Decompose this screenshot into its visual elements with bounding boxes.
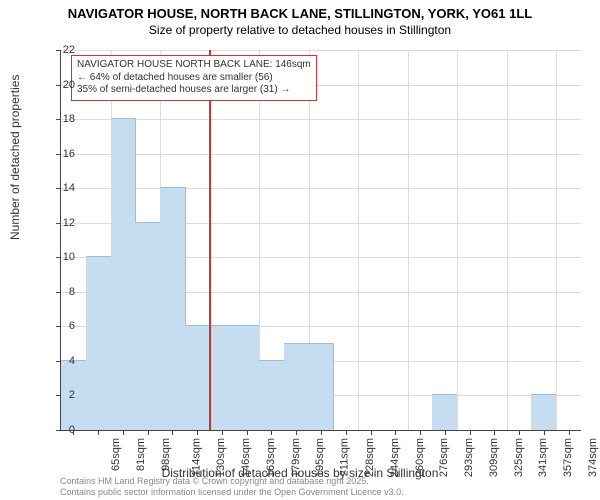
- x-tick-mark: [445, 430, 446, 435]
- x-tick-mark: [395, 430, 396, 435]
- y-tick-label: 18: [63, 113, 75, 125]
- histogram-bar: [309, 343, 335, 430]
- y-tick-label: 8: [69, 286, 75, 298]
- x-tick-mark: [544, 430, 545, 435]
- histogram-bar: [185, 325, 211, 430]
- x-tick-mark: [148, 430, 149, 435]
- y-tick-mark: [56, 326, 61, 327]
- y-tick-label: 4: [69, 355, 75, 367]
- gridline-v: [556, 50, 557, 430]
- gridline-v: [507, 50, 508, 430]
- x-tick-mark: [519, 430, 520, 435]
- histogram-bar: [259, 360, 285, 430]
- x-tick-mark: [197, 430, 198, 435]
- x-tick-mark: [569, 430, 570, 435]
- x-tick-mark: [172, 430, 173, 435]
- y-tick-mark: [56, 85, 61, 86]
- footer-line1: Contains HM Land Registry data © Crown c…: [60, 476, 404, 487]
- annotation-line: ← 64% of detached houses are smaller (56…: [77, 72, 311, 85]
- x-tick-mark: [420, 430, 421, 435]
- x-tick-mark: [371, 430, 372, 435]
- y-tick-mark: [56, 50, 61, 51]
- x-tick-mark: [247, 430, 248, 435]
- y-axis-label: Number of detached properties: [8, 75, 22, 240]
- y-tick-mark: [56, 154, 61, 155]
- histogram-bar: [531, 394, 557, 430]
- gridline-v: [408, 50, 409, 430]
- gridline-h: [61, 119, 581, 120]
- histogram-bar: [86, 256, 112, 430]
- y-tick-label: 0: [69, 424, 75, 436]
- histogram-bar: [111, 118, 137, 430]
- x-tick-mark: [123, 430, 124, 435]
- y-tick-label: 16: [63, 148, 75, 160]
- y-tick-label: 6: [69, 320, 75, 332]
- y-tick-mark: [56, 119, 61, 120]
- y-tick-mark: [56, 257, 61, 258]
- y-tick-mark: [56, 188, 61, 189]
- y-tick-label: 22: [63, 44, 75, 56]
- histogram-bar: [210, 325, 236, 430]
- annotation-box: NAVIGATOR HOUSE NORTH BACK LANE: 146sqm←…: [71, 55, 317, 101]
- chart-container: NAVIGATOR HOUSE, NORTH BACK LANE, STILLI…: [0, 0, 600, 500]
- histogram-bar: [135, 222, 161, 430]
- footer-attribution: Contains HM Land Registry data © Crown c…: [60, 476, 404, 498]
- y-tick-mark: [56, 223, 61, 224]
- annotation-line: NAVIGATOR HOUSE NORTH BACK LANE: 146sqm: [77, 59, 311, 72]
- gridline-h: [61, 188, 581, 189]
- plot-area: 65sqm81sqm98sqm114sqm130sqm146sqm163sqm1…: [60, 50, 581, 431]
- gridline-h: [61, 154, 581, 155]
- x-tick-mark: [494, 430, 495, 435]
- y-tick-label: 12: [63, 217, 75, 229]
- chart-title: NAVIGATOR HOUSE, NORTH BACK LANE, STILLI…: [0, 0, 600, 23]
- histogram-bar: [284, 343, 310, 430]
- reference-line: [209, 50, 211, 430]
- histogram-bar: [160, 187, 186, 430]
- x-tick-mark: [271, 430, 272, 435]
- y-tick-mark: [56, 292, 61, 293]
- x-tick-mark: [98, 430, 99, 435]
- x-tick-mark: [222, 430, 223, 435]
- gridline-v: [457, 50, 458, 430]
- y-tick-label: 20: [63, 79, 75, 91]
- annotation-line: 35% of semi-detached houses are larger (…: [77, 84, 311, 97]
- y-tick-label: 10: [63, 251, 75, 263]
- y-tick-label: 2: [69, 389, 75, 401]
- x-tick-mark: [296, 430, 297, 435]
- histogram-bar: [432, 394, 458, 430]
- y-tick-mark: [56, 430, 61, 431]
- y-tick-label: 14: [63, 182, 75, 194]
- histogram-bar: [234, 325, 260, 430]
- footer-line2: Contains public sector information licen…: [60, 487, 404, 498]
- chart-subtitle: Size of property relative to detached ho…: [0, 23, 600, 37]
- x-tick-mark: [321, 430, 322, 435]
- x-tick-mark: [470, 430, 471, 435]
- gridline-v: [358, 50, 359, 430]
- x-tick-mark: [346, 430, 347, 435]
- gridline-h: [61, 50, 581, 51]
